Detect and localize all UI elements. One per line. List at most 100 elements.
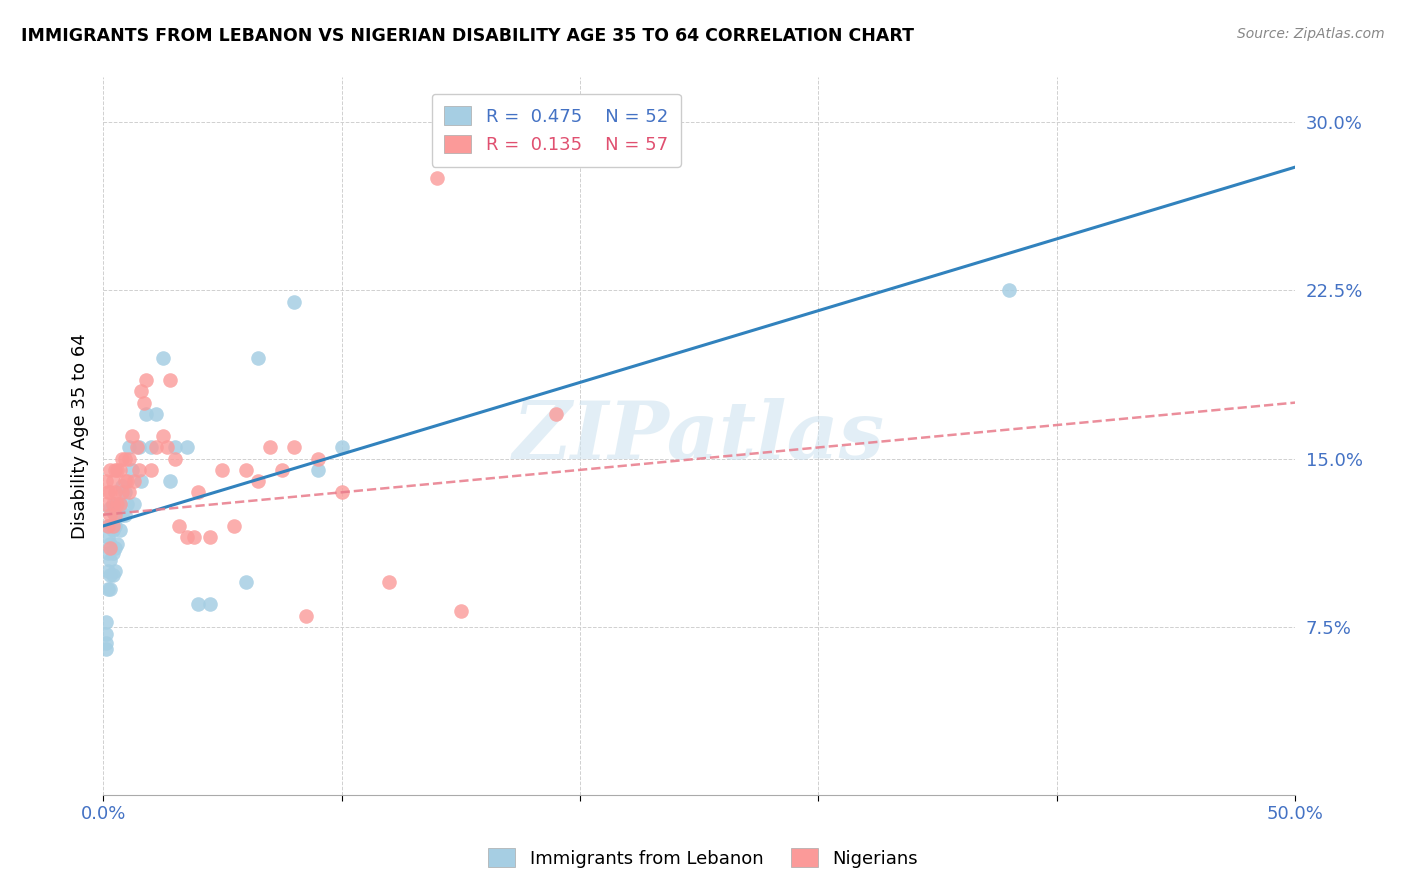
Point [114,508,136,522]
Point [135,373,157,387]
Point [97,530,120,544]
Point [111,451,134,466]
Point [98,568,121,582]
Legend: R =  0.475    N = 52, R =  0.135    N = 57: R = 0.475 N = 52, R = 0.135 N = 57 [432,94,681,167]
Point [122,474,145,488]
Point [94,642,117,657]
Point [128,441,150,455]
Point [145,441,167,455]
Point [107,537,129,551]
Point [97,564,120,578]
Point [98,582,121,596]
Point [104,519,127,533]
Point [94,635,117,649]
Point [200,530,222,544]
Point [129,474,152,488]
Point [159,373,181,387]
Point [200,598,222,612]
Point [546,407,568,421]
Point [101,524,124,538]
Point [152,429,174,443]
Point [307,451,329,466]
Point [94,626,117,640]
Point [259,441,281,455]
Point [98,541,121,556]
Text: Source: ZipAtlas.com: Source: ZipAtlas.com [1237,27,1385,41]
Point [101,546,124,560]
Point [101,496,124,510]
Point [104,541,127,556]
Point [94,615,117,630]
Point [159,474,181,488]
Point [176,441,198,455]
Point [145,407,167,421]
Point [107,463,129,477]
Point [118,485,141,500]
Point [211,463,233,477]
Point [97,485,120,500]
Point [114,474,136,488]
Point [152,351,174,365]
Point [118,441,141,455]
Text: ZIPatlas: ZIPatlas [513,398,886,475]
Point [97,546,120,560]
Point [104,485,127,500]
Point [108,463,131,477]
Point [111,508,134,522]
Point [129,384,152,399]
Point [235,574,257,589]
Point [176,530,198,544]
Point [111,478,134,492]
Point [122,496,145,510]
Point [114,451,136,466]
Point [125,441,148,455]
Point [94,474,117,488]
Point [101,506,124,520]
Point [101,568,124,582]
Point [163,451,186,466]
Point [104,463,127,477]
Point [294,608,316,623]
Point [283,294,305,309]
Point [115,496,138,510]
Point [97,519,120,533]
Point [101,519,124,533]
Point [169,519,191,533]
Point [183,530,205,544]
Point [101,474,124,488]
Point [108,496,131,510]
Point [156,441,179,455]
Point [330,441,353,455]
Point [98,519,121,533]
Point [187,485,209,500]
Point [97,582,120,596]
Y-axis label: Disability Age 35 to 64: Disability Age 35 to 64 [72,334,89,539]
Point [118,451,141,466]
Point [98,501,121,516]
Point [108,524,131,538]
Point [108,496,131,510]
Point [139,463,162,477]
Point [426,171,449,186]
Point [998,284,1021,298]
Point [111,485,134,500]
Point [121,463,143,477]
Point [187,598,209,612]
Text: IMMIGRANTS FROM LEBANON VS NIGERIAN DISABILITY AGE 35 TO 64 CORRELATION CHART: IMMIGRANTS FROM LEBANON VS NIGERIAN DISA… [21,27,914,45]
Point [139,441,162,455]
Point [163,441,186,455]
Point [98,537,121,551]
Point [97,519,120,533]
Point [115,474,138,488]
Point [107,496,129,510]
Point [104,496,127,510]
Point [378,574,401,589]
Point [98,485,121,500]
Point [121,429,143,443]
Point [104,508,127,522]
Point [107,508,129,522]
Point [94,496,117,510]
Legend: Immigrants from Lebanon, Nigerians: Immigrants from Lebanon, Nigerians [478,838,928,879]
Point [307,463,329,477]
Point [235,463,257,477]
